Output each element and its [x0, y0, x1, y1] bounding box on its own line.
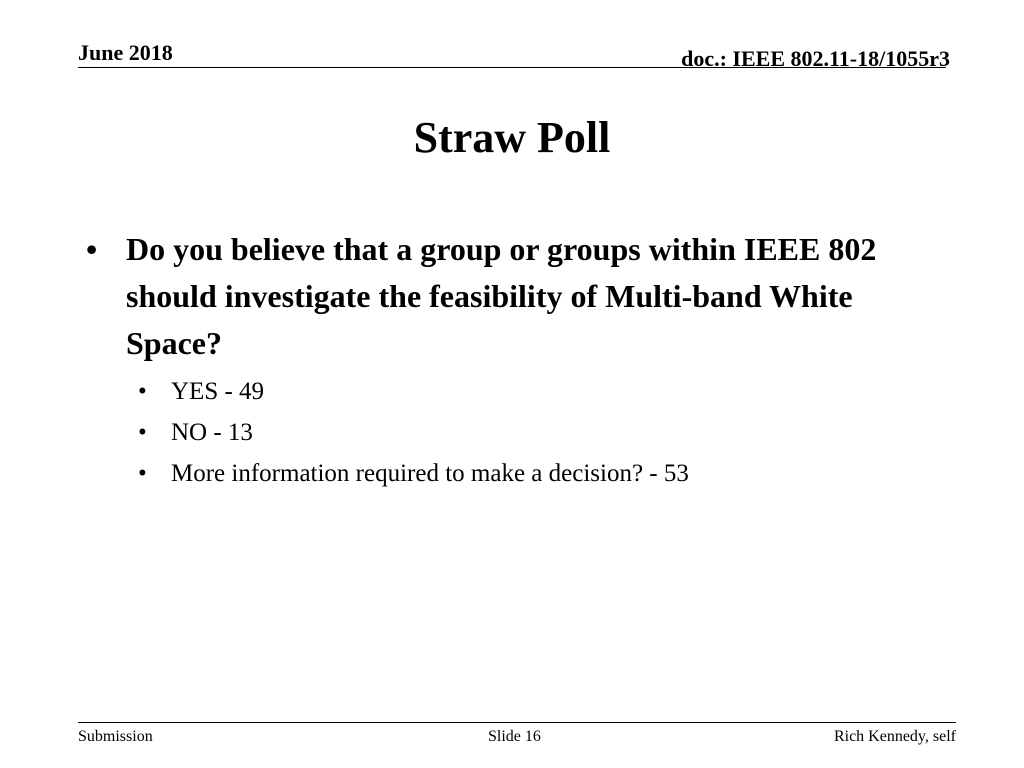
- header-doc-id: doc.: IEEE 802.11-18/1055r3: [681, 46, 950, 71]
- poll-question-item: • Do you believe that a group or groups …: [86, 226, 956, 367]
- poll-answers-list: • YES - 49 • NO - 13 • More information …: [86, 371, 956, 494]
- slide-title: Straw Poll: [413, 113, 611, 162]
- bullet-icon: •: [138, 378, 147, 405]
- poll-answer-text: More information required to make a deci…: [171, 460, 689, 487]
- footer-slide-number: Slide 16: [488, 728, 541, 745]
- footer-submission: Submission: [78, 728, 153, 745]
- header-divider: [78, 67, 946, 68]
- poll-question-text: Do you believe that a group or groups wi…: [126, 231, 877, 361]
- slide-body: • Do you believe that a group or groups …: [86, 226, 956, 494]
- bullet-icon: •: [138, 460, 147, 487]
- poll-answer-text: YES - 49: [171, 378, 265, 405]
- footer-divider: [78, 722, 956, 723]
- poll-answer-no: • NO - 13: [138, 412, 956, 453]
- header-date: June 2018: [78, 40, 173, 65]
- poll-answer-more-info: • More information required to make a de…: [138, 453, 956, 494]
- footer-author: Rich Kennedy, self: [833, 728, 956, 745]
- poll-answer-text: NO - 13: [171, 419, 253, 446]
- bullet-icon: •: [138, 419, 147, 446]
- bullet-icon: •: [86, 231, 98, 267]
- poll-answer-yes: • YES - 49: [138, 371, 956, 412]
